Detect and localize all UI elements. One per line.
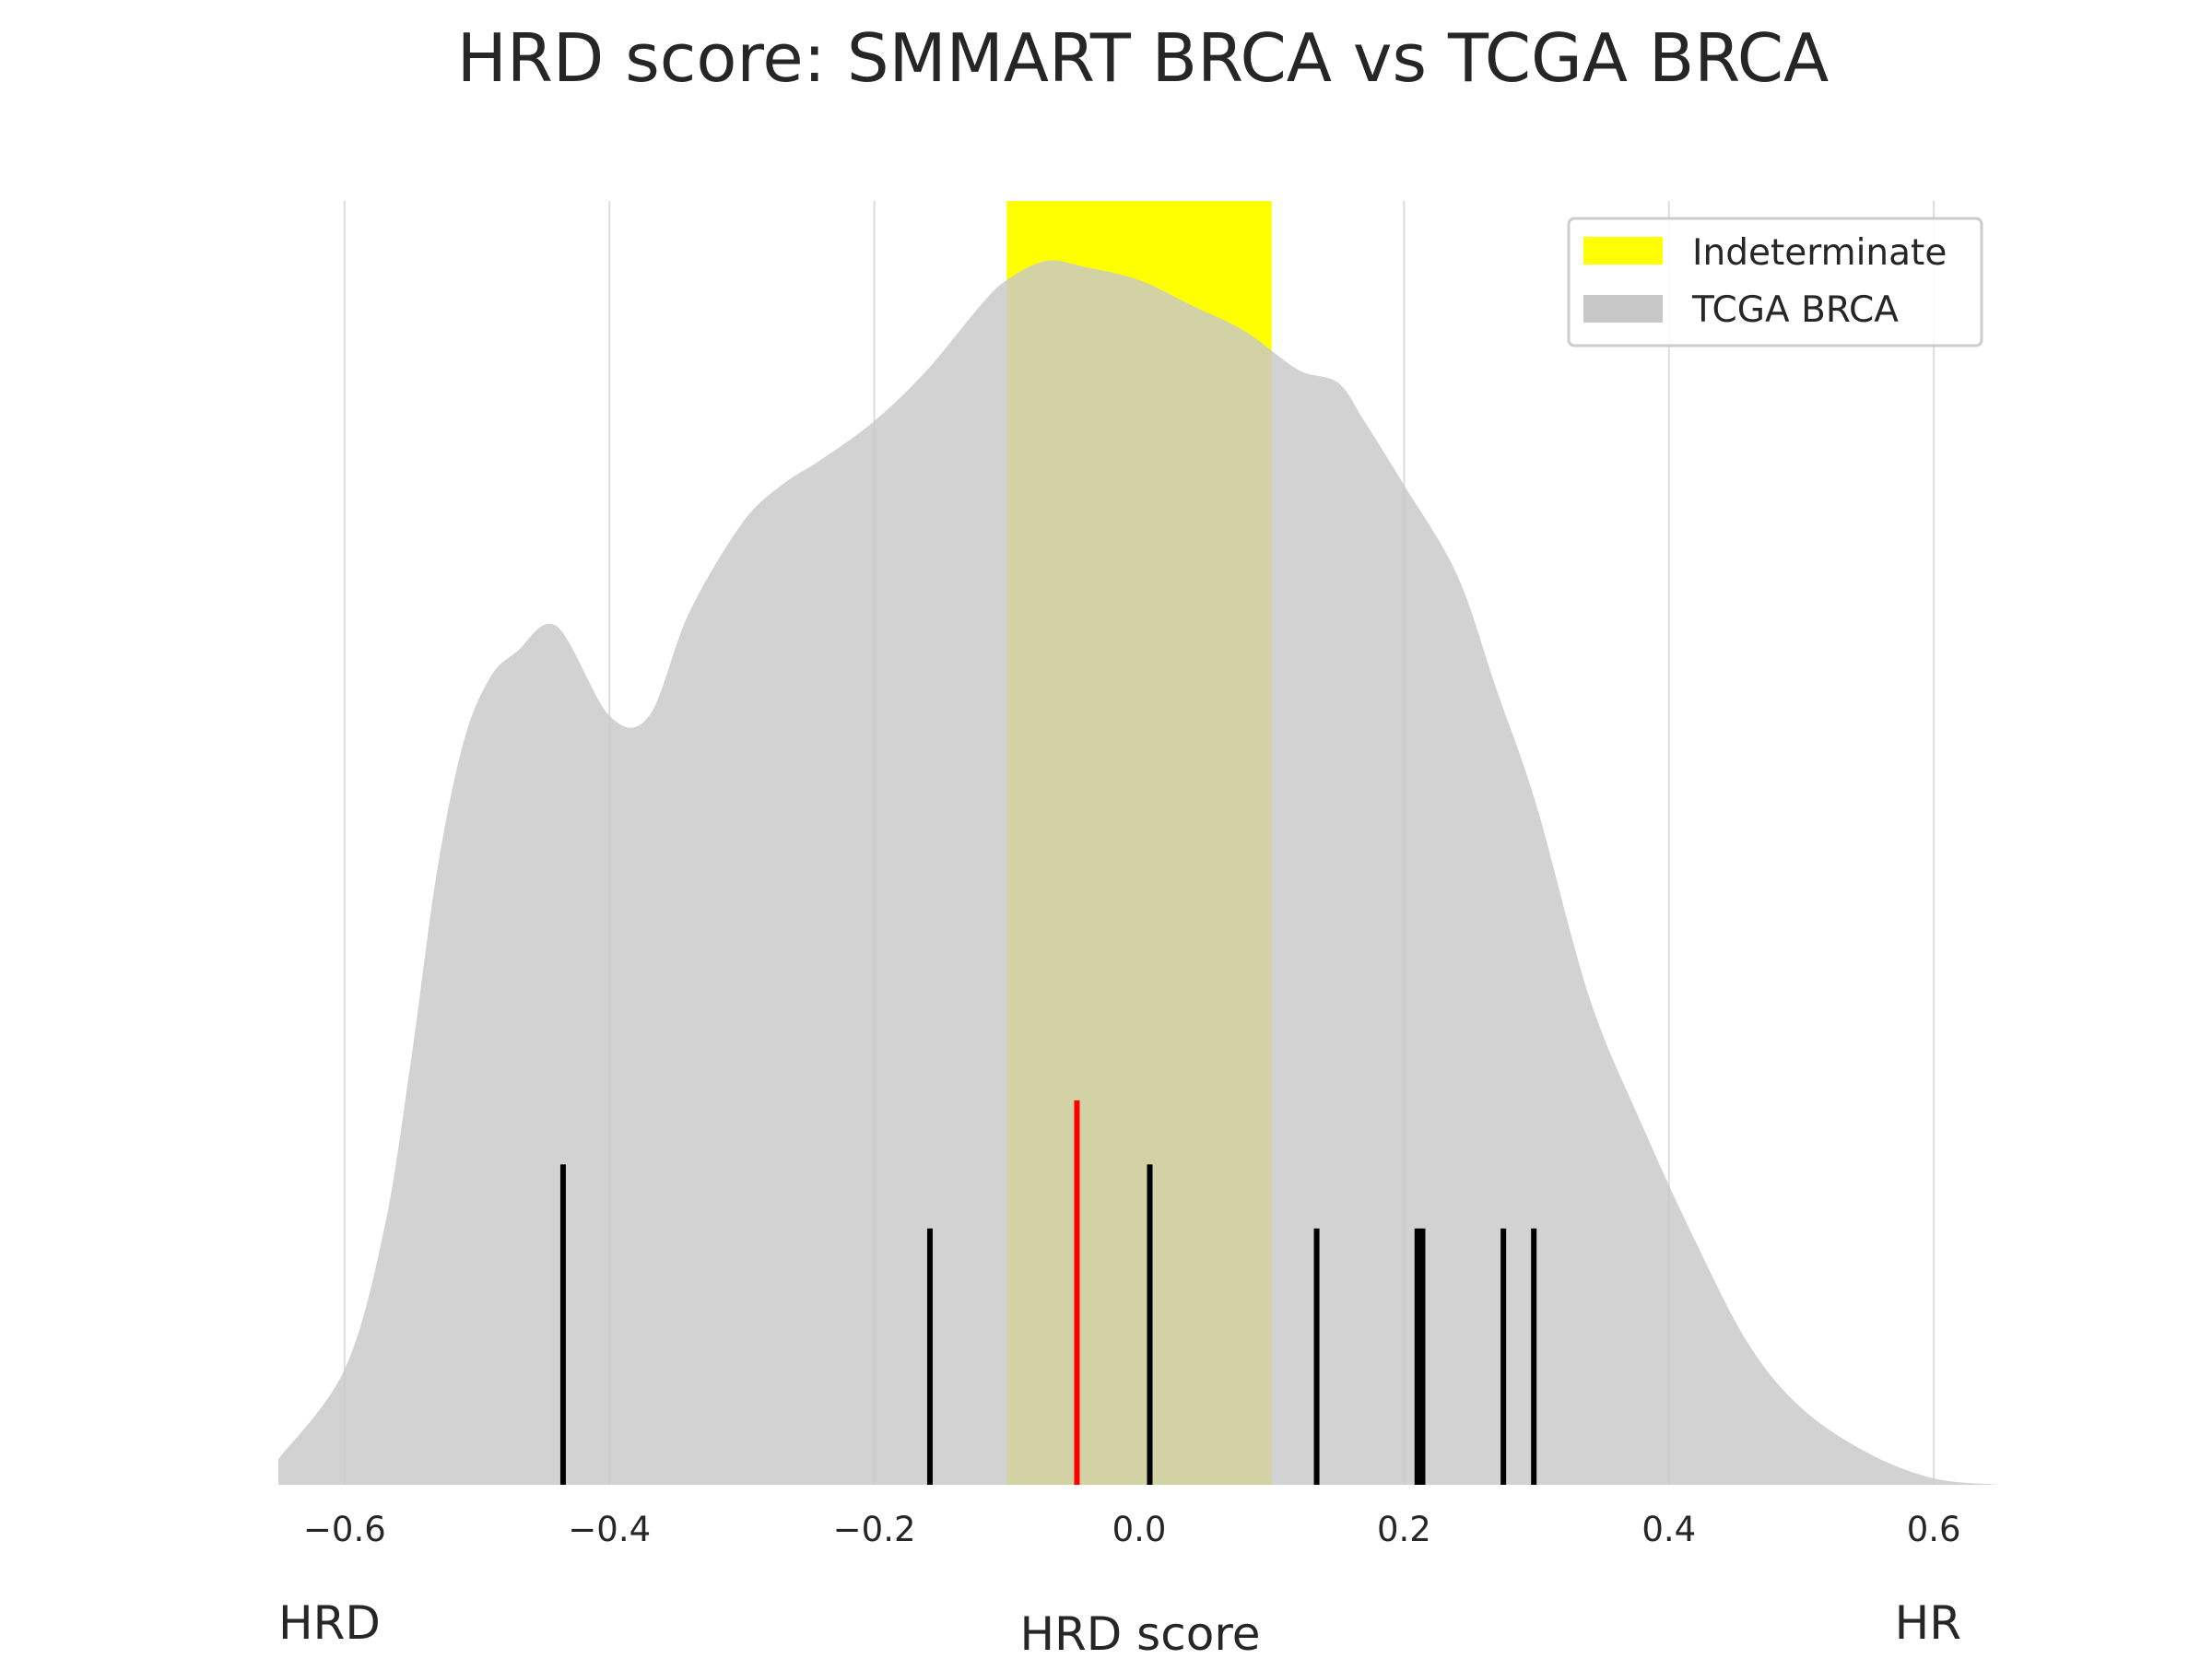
x-tick-label: 0.4 xyxy=(1641,1510,1696,1549)
x-tick-label: −0.6 xyxy=(303,1510,386,1549)
chart-title: HRD score: SMMART BRCA vs TCGA BRCA xyxy=(457,19,1830,97)
x-tick-label: −0.2 xyxy=(833,1510,916,1549)
smmart-sample-layer xyxy=(559,1100,1537,1485)
legend: Indeterminate TCGA BRCA xyxy=(1567,217,1983,347)
tcga-density-layer xyxy=(278,260,2000,1485)
legend-label-tcga-brca: TCGA BRCA xyxy=(1691,289,1899,331)
x-axis-label: HRD score xyxy=(1019,1607,1260,1659)
hr-end-label: HR xyxy=(1895,1596,1961,1650)
x-tick-label: 0.2 xyxy=(1377,1510,1431,1549)
x-axis-ticks: −0.6 −0.4 −0.2 0.0 0.2 0.4 0.6 xyxy=(303,1510,1961,1549)
tcga-density-area xyxy=(278,260,2000,1485)
legend-swatch-indeterminate xyxy=(1583,237,1663,265)
x-tick-label: 0.0 xyxy=(1112,1510,1167,1549)
x-tick-label: −0.4 xyxy=(568,1510,651,1549)
x-tick-label: 0.6 xyxy=(1907,1510,1961,1549)
legend-label-indeterminate: Indeterminate xyxy=(1692,232,1947,274)
hrd-end-label: HRD xyxy=(278,1596,381,1650)
legend-swatch-tcga-brca xyxy=(1583,295,1663,323)
legend-frame xyxy=(1567,217,1983,347)
